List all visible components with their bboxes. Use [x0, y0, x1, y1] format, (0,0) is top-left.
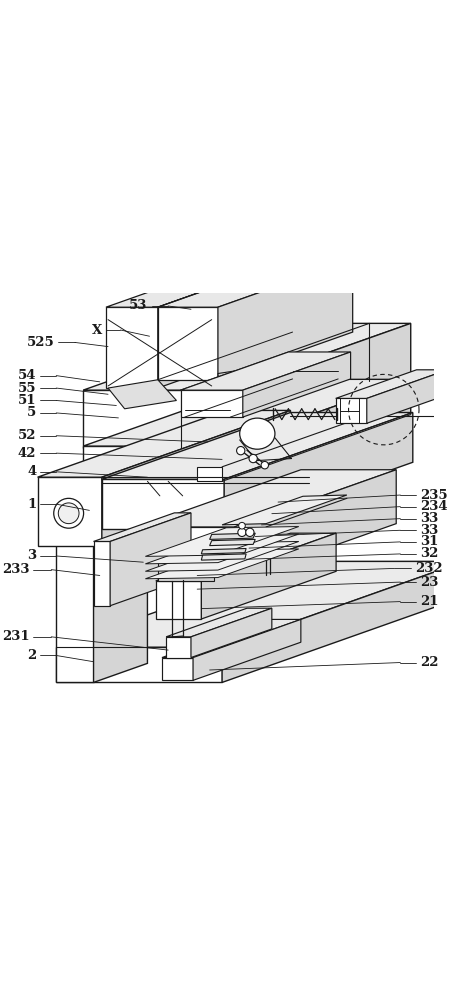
Polygon shape	[56, 506, 148, 525]
Text: 21: 21	[420, 595, 439, 608]
Text: 232: 232	[415, 562, 442, 575]
Text: 233: 233	[2, 563, 29, 576]
Polygon shape	[94, 513, 191, 541]
Ellipse shape	[54, 498, 84, 528]
Polygon shape	[210, 539, 255, 546]
Polygon shape	[193, 619, 301, 680]
Polygon shape	[224, 413, 413, 529]
Polygon shape	[158, 260, 292, 388]
Circle shape	[246, 528, 254, 536]
Polygon shape	[336, 398, 367, 423]
Polygon shape	[83, 446, 222, 481]
Polygon shape	[180, 352, 351, 390]
Polygon shape	[367, 370, 448, 423]
Polygon shape	[156, 533, 336, 581]
Polygon shape	[102, 410, 291, 546]
Text: 1: 1	[27, 498, 36, 511]
Polygon shape	[145, 549, 299, 579]
Polygon shape	[158, 260, 353, 307]
Polygon shape	[166, 608, 272, 637]
Text: 234: 234	[420, 500, 448, 513]
Polygon shape	[218, 369, 255, 400]
Circle shape	[237, 447, 245, 455]
Polygon shape	[94, 506, 148, 682]
Polygon shape	[222, 323, 411, 448]
Circle shape	[261, 461, 269, 469]
Text: 32: 32	[420, 547, 439, 560]
Polygon shape	[56, 525, 94, 682]
Text: X: X	[92, 324, 102, 337]
Polygon shape	[139, 470, 396, 527]
Polygon shape	[145, 541, 299, 571]
Polygon shape	[243, 352, 351, 417]
Polygon shape	[158, 562, 214, 581]
Polygon shape	[180, 390, 243, 417]
Polygon shape	[83, 379, 411, 446]
Text: 235: 235	[420, 489, 448, 502]
Polygon shape	[201, 554, 246, 560]
Polygon shape	[37, 477, 102, 546]
Text: 55: 55	[18, 382, 36, 395]
Polygon shape	[162, 658, 193, 680]
Polygon shape	[210, 533, 255, 539]
Ellipse shape	[240, 418, 275, 449]
Text: 52: 52	[18, 429, 36, 442]
Polygon shape	[201, 533, 336, 619]
Polygon shape	[83, 390, 222, 448]
Text: 51: 51	[18, 394, 36, 407]
Polygon shape	[102, 413, 413, 479]
Polygon shape	[108, 380, 176, 409]
Text: 3: 3	[27, 549, 36, 562]
Text: 23: 23	[420, 576, 439, 589]
Polygon shape	[83, 323, 411, 390]
Polygon shape	[234, 470, 396, 581]
Text: 31: 31	[420, 535, 439, 548]
Ellipse shape	[58, 503, 79, 524]
Polygon shape	[156, 581, 201, 619]
Polygon shape	[145, 527, 299, 556]
Text: 33: 33	[420, 524, 438, 537]
Polygon shape	[197, 467, 222, 481]
Polygon shape	[110, 513, 191, 606]
Text: 525: 525	[27, 336, 54, 349]
Polygon shape	[336, 370, 448, 398]
Text: 22: 22	[420, 656, 439, 669]
Polygon shape	[162, 619, 301, 658]
Polygon shape	[56, 561, 450, 647]
Polygon shape	[106, 307, 158, 388]
Polygon shape	[222, 561, 450, 682]
Polygon shape	[37, 410, 291, 477]
Polygon shape	[94, 541, 110, 606]
Text: 42: 42	[18, 447, 36, 460]
Polygon shape	[158, 307, 218, 380]
Circle shape	[238, 528, 246, 536]
Polygon shape	[102, 479, 224, 529]
Polygon shape	[218, 260, 353, 380]
Polygon shape	[56, 647, 222, 682]
Polygon shape	[222, 495, 347, 525]
Text: 53: 53	[129, 299, 148, 312]
Circle shape	[249, 454, 257, 463]
Polygon shape	[222, 379, 411, 481]
Text: 54: 54	[18, 369, 36, 382]
Polygon shape	[166, 637, 191, 658]
Circle shape	[238, 522, 245, 529]
Polygon shape	[106, 260, 292, 307]
Polygon shape	[145, 534, 299, 564]
Text: 4: 4	[27, 465, 36, 478]
Text: 2: 2	[27, 649, 36, 662]
Polygon shape	[139, 527, 234, 581]
Text: 231: 231	[2, 630, 29, 643]
Polygon shape	[201, 549, 246, 554]
Text: 5: 5	[27, 406, 36, 419]
Polygon shape	[191, 608, 272, 658]
Text: 33: 33	[420, 512, 438, 525]
